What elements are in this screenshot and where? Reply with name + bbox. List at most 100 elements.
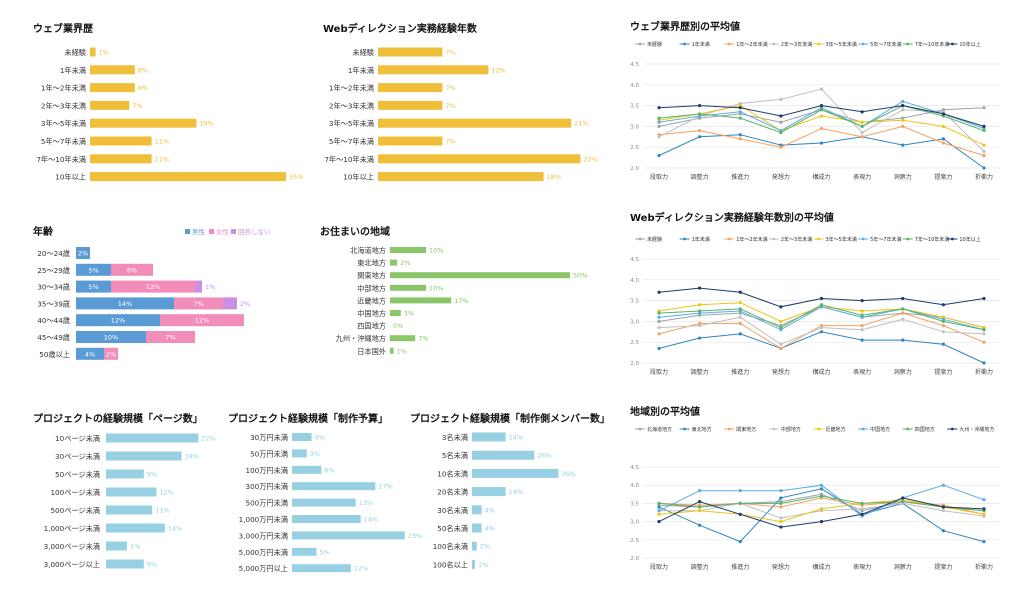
data-label: 2%	[106, 350, 116, 358]
data-point	[779, 520, 783, 524]
chart-title: 年齢	[33, 227, 53, 238]
data-point	[657, 120, 661, 124]
data-point	[982, 166, 986, 170]
data-label: 1%	[205, 283, 215, 291]
data-point	[698, 523, 702, 527]
data-label: 5%	[88, 283, 98, 291]
data-point	[819, 487, 824, 491]
bar	[90, 154, 152, 164]
tick-label: 1,000万円未満	[239, 515, 288, 524]
data-point	[738, 321, 742, 326]
data-point	[738, 501, 742, 505]
tick-label: 3年〜5年未満	[41, 119, 86, 128]
data-point	[819, 326, 824, 330]
line-chart-svg: 4.5 4.0 3.5 3.0 2.5 2.0 段取力 調整力 推進力 発想力 構成力 表現力 洞察力 提…	[630, 426, 1000, 571]
data-point	[901, 296, 905, 301]
tick-label: 45〜49歳	[37, 333, 70, 342]
y-tick-label: 3.5	[630, 501, 639, 507]
legend-swatch	[185, 229, 190, 234]
data-label: 7%	[445, 84, 455, 92]
data-point	[819, 114, 824, 118]
legend-label: 1年未満	[692, 41, 710, 48]
x-tick-label: 提案力	[934, 563, 952, 571]
tick-label: 未経験	[64, 48, 86, 57]
chart-age: 年齢 男性 女性 回答しない 20〜24歳 2% 25〜29歳 5% 6% 30〜34歳 5% 12…	[0, 215, 300, 365]
tick-label: 7年〜10年未満	[324, 155, 374, 164]
data-point	[779, 131, 783, 135]
data-point	[941, 303, 945, 307]
legend-label: 東北地方	[692, 426, 712, 433]
data-point	[779, 496, 783, 500]
legend-marker	[950, 237, 954, 241]
legend-label: 2年〜3年未満	[781, 236, 812, 243]
data-point	[738, 332, 742, 336]
data-label: 4%	[485, 506, 495, 514]
data-label: 10%	[429, 247, 443, 255]
bar	[472, 541, 477, 551]
bar	[472, 487, 506, 497]
data-point	[941, 529, 945, 533]
data-label: 13%	[359, 499, 373, 507]
legend-marker	[861, 237, 865, 241]
data-point	[860, 338, 864, 342]
bar	[390, 272, 570, 279]
bar	[292, 531, 405, 540]
bar-chart-svg: 北海道地方 10% 東北地方 2% 関東地方 50% 中部地方 10% 近畿地方 17% 中国地方 3…	[336, 246, 588, 356]
bar	[472, 432, 506, 442]
data-label: 5%	[320, 548, 330, 556]
tick-label: 四国地方	[357, 322, 386, 331]
tick-label: 500万円未満	[246, 499, 288, 508]
data-label: 14%	[509, 488, 523, 496]
legend-swatch	[231, 229, 236, 234]
tick-label: 30名未満	[437, 506, 468, 515]
data-label: 7%	[165, 334, 175, 342]
x-tick-label: 調整力	[691, 368, 709, 376]
x-tick-label: 洞察力	[894, 173, 912, 181]
data-point	[779, 114, 783, 118]
tick-label: 3名未満	[442, 433, 468, 442]
data-point	[860, 512, 864, 516]
tick-label: 中国地方	[357, 309, 386, 318]
y-tick-label: 4.5	[630, 465, 639, 471]
data-point	[698, 336, 702, 340]
data-point	[982, 361, 986, 365]
legend-marker	[817, 427, 820, 431]
data-label: 7%	[445, 102, 455, 110]
x-tick-label: 洞察力	[894, 368, 912, 376]
bar	[390, 297, 452, 304]
data-point	[982, 512, 986, 516]
legend-marker	[906, 237, 910, 241]
y-tick-label: 2.5	[630, 538, 639, 544]
data-point	[819, 520, 824, 524]
bar	[292, 564, 351, 573]
bar-segment	[76, 263, 111, 276]
data-point	[657, 326, 661, 330]
bar	[390, 310, 401, 316]
bar	[90, 83, 135, 93]
bar-chart-svg: 30万円未満 4% 50万円未満 3% 100万円未満 6% 300万円未満 17% 500万円…	[239, 433, 422, 573]
legend-marker	[727, 427, 731, 431]
legend-marker	[772, 42, 776, 46]
data-point	[941, 483, 945, 487]
legend-marker	[817, 237, 820, 241]
chart-web-experience: ウェブ業界歴 未経験 1% 1年未満 8% 1年〜2年未満 8% 2年〜3年未満 7% 3年〜5…	[0, 0, 310, 190]
chart-avg-web-experience: ウェブ業界歴別の平均値 4.5 4.0 3.5 3.0 2.5 2.0 段取力 調整力 推進力 発…	[615, 0, 1015, 190]
bar	[472, 523, 482, 533]
tick-label: 30〜34歳	[37, 283, 70, 292]
data-label: 0%	[393, 322, 403, 330]
chart-title: Webディレクション実務経験年数	[323, 24, 477, 35]
data-point	[901, 108, 905, 112]
data-point	[819, 108, 824, 112]
data-label: 1%	[478, 561, 488, 569]
tick-label: 10ページ未満	[55, 434, 100, 443]
data-point	[779, 489, 783, 493]
legend-marker	[683, 42, 687, 46]
bar	[292, 433, 312, 441]
legend-label: 未経験	[647, 41, 662, 48]
bar	[390, 347, 394, 354]
data-point	[779, 120, 783, 124]
chart-region: お住まいの地域 北海道地方 10% 東北地方 2% 関東地方 50% 中部地方 10% 近畿地方…	[290, 215, 610, 365]
y-tick-label: 2.0	[630, 361, 639, 367]
x-tick-label: 調整力	[691, 173, 709, 181]
data-label: 21%	[574, 120, 588, 128]
